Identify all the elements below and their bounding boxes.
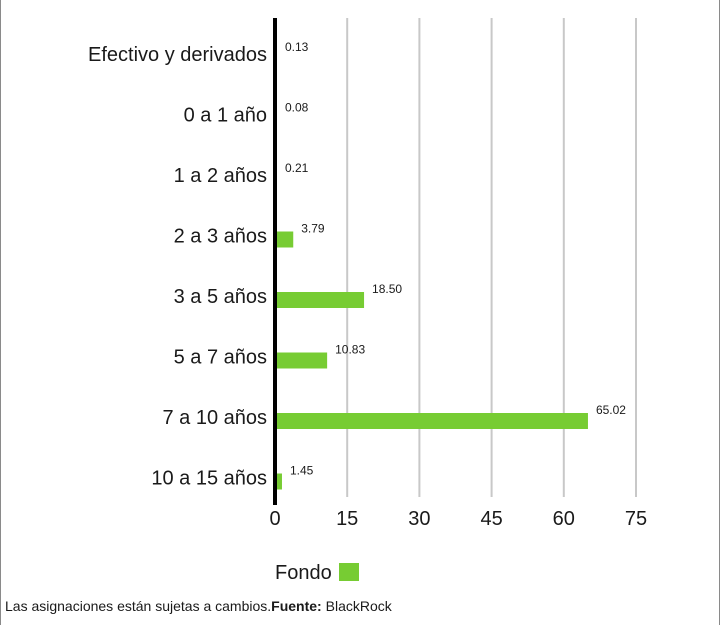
value-label: 18.50 xyxy=(372,282,402,296)
bar-6 xyxy=(275,413,588,429)
value-label: 0.13 xyxy=(285,40,309,54)
category-label: 5 a 7 años xyxy=(174,347,267,369)
footnote-source-label: Fuente: xyxy=(271,598,322,614)
legend-swatch xyxy=(338,562,359,581)
footnote: Las asignaciones están sujetas a cambios… xyxy=(5,598,392,614)
x-tick-label: 30 xyxy=(408,508,430,530)
bar-3 xyxy=(275,231,294,248)
value-label: 0.08 xyxy=(285,101,309,115)
category-label: 1 a 2 años xyxy=(174,165,267,187)
category-label: 0 a 1 año xyxy=(184,105,267,127)
x-tick-label: 15 xyxy=(336,508,358,530)
value-label: 10.83 xyxy=(335,343,365,357)
bar-5 xyxy=(275,352,328,369)
footnote-source-value: BlackRock xyxy=(321,598,392,614)
legend: Fondo xyxy=(275,562,359,585)
legend-label: Fondo xyxy=(275,562,332,584)
x-tick-label: 75 xyxy=(625,508,647,530)
category-label: 3 a 5 años xyxy=(174,286,267,308)
value-label: 0.21 xyxy=(285,161,309,175)
category-label: 10 a 15 años xyxy=(151,468,267,490)
footnote-text: Las asignaciones están sujetas a cambios… xyxy=(5,598,272,614)
category-label: 7 a 10 años xyxy=(162,407,267,429)
x-tick-label: 60 xyxy=(553,508,575,530)
bar-7 xyxy=(275,473,282,490)
category-label: Efectivo y derivados xyxy=(88,44,267,66)
value-label: 1.45 xyxy=(290,464,314,478)
bar-4 xyxy=(275,292,365,308)
value-label: 3.79 xyxy=(301,222,325,236)
x-tick-label: 0 xyxy=(269,508,280,530)
category-label: 2 a 3 años xyxy=(174,226,267,248)
value-label: 65.02 xyxy=(596,403,626,417)
x-tick-label: 45 xyxy=(480,508,502,530)
